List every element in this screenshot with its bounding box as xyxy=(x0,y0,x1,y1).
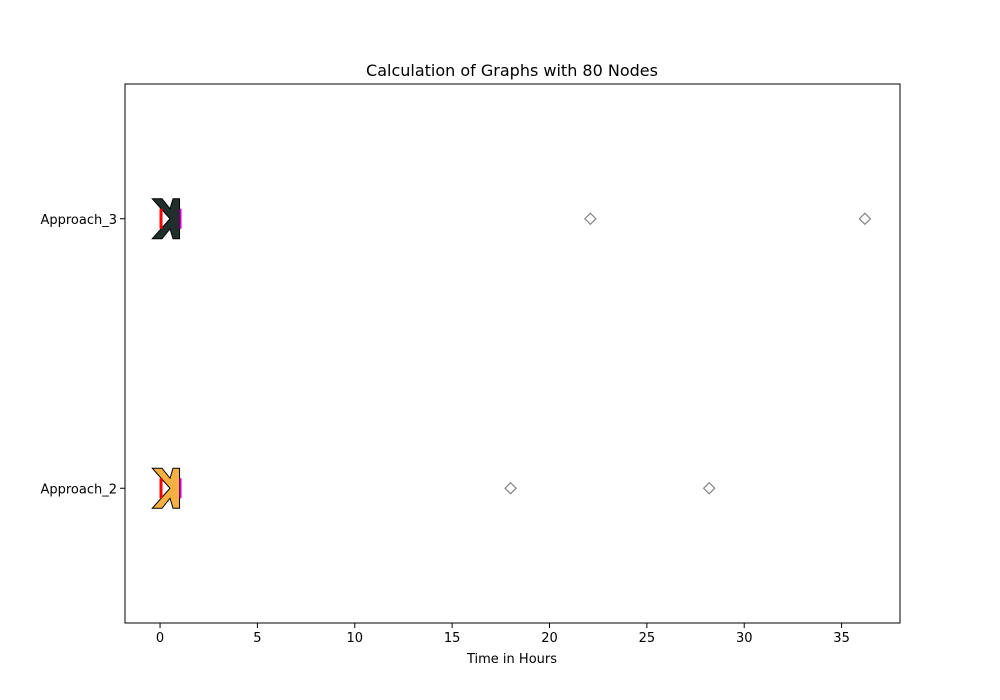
y-tick-label: Approach_3 xyxy=(40,213,117,228)
x-tick-label: 30 xyxy=(736,631,753,646)
outlier-point xyxy=(504,481,517,495)
x-tick-label: 10 xyxy=(347,631,364,646)
x-tick-label: 0 xyxy=(156,631,164,646)
outlier-point xyxy=(584,212,597,226)
outlier-point xyxy=(702,481,716,495)
x-tick-label: 15 xyxy=(444,631,461,646)
y-tick-label: Approach_2 xyxy=(40,482,117,497)
x-tick-label: 20 xyxy=(541,631,558,646)
box-body xyxy=(151,198,181,240)
x-axis-label: Time in Hours xyxy=(466,652,557,667)
x-tick-label: 35 xyxy=(833,631,850,646)
boxes-layer xyxy=(151,198,872,509)
y-axis: Approach_2 Approach_3 xyxy=(40,213,125,497)
x-tick-label: 5 xyxy=(253,631,261,646)
plot-frame xyxy=(124,83,901,624)
chart-title: Calculation of Graphs with 80 Nodes xyxy=(366,61,658,80)
box-body xyxy=(151,467,181,509)
x-tick-label: 25 xyxy=(639,631,656,646)
x-axis: 0 5 10 15 20 25 30 35 xyxy=(156,623,850,646)
outlier-point xyxy=(858,212,872,226)
